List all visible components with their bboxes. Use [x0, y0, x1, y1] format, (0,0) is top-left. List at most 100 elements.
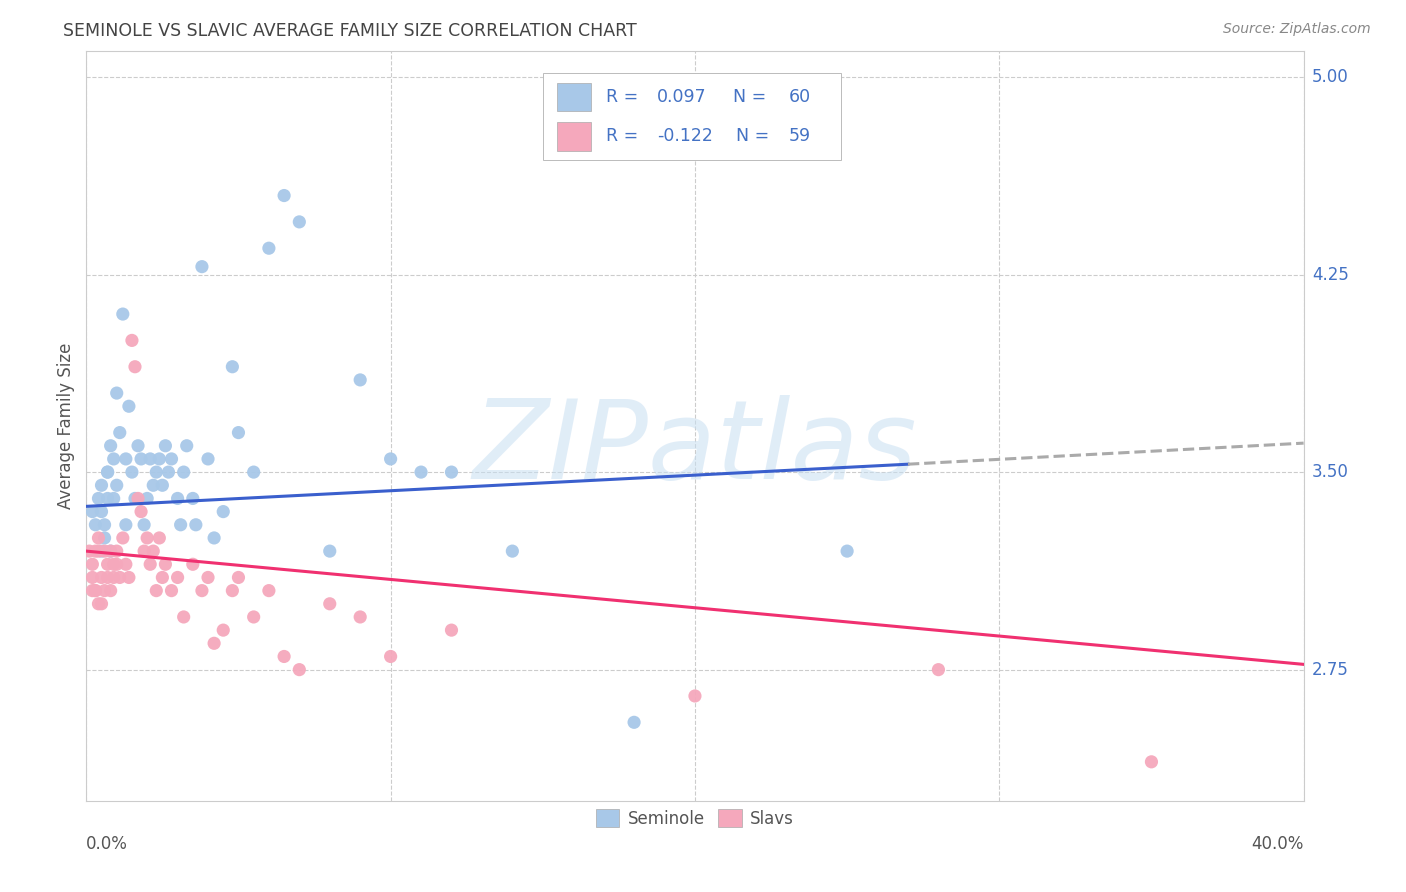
Point: [221, 359, 243, 374]
Point: [132, 544, 155, 558]
Point: [97, 491, 120, 506]
Text: ZIPatlas: ZIPatlas: [472, 395, 917, 502]
Point: [191, 583, 214, 598]
Point: [181, 558, 204, 572]
Point: [93, 544, 115, 558]
Point: [166, 570, 188, 584]
Point: [1140, 755, 1163, 769]
Point: [349, 610, 371, 624]
Point: [173, 465, 195, 479]
Point: [288, 663, 311, 677]
Point: [257, 241, 280, 255]
Bar: [557, 83, 592, 112]
Text: 4.25: 4.25: [1312, 266, 1348, 284]
Point: [100, 544, 122, 558]
Point: [82, 505, 104, 519]
Point: [87, 531, 110, 545]
Point: [145, 465, 167, 479]
Point: [228, 570, 250, 584]
Point: [103, 451, 125, 466]
Point: [93, 531, 115, 545]
Point: [105, 386, 128, 401]
Point: [155, 558, 177, 572]
Point: [142, 544, 165, 558]
Text: -0.122: -0.122: [657, 128, 713, 145]
Legend: Seminole, Slavs: Seminole, Slavs: [589, 802, 800, 834]
Point: [127, 491, 149, 506]
Point: [132, 517, 155, 532]
Text: 0.097: 0.097: [657, 87, 707, 105]
Point: [100, 544, 122, 558]
Point: [242, 610, 264, 624]
Point: [155, 439, 177, 453]
Point: [150, 570, 173, 584]
Point: [97, 570, 120, 584]
Point: [166, 491, 188, 506]
Point: [191, 260, 214, 274]
Point: [103, 491, 125, 506]
Point: [202, 636, 225, 650]
Point: [212, 505, 235, 519]
Point: [90, 544, 112, 558]
Point: [103, 558, 125, 572]
Point: [90, 597, 112, 611]
Point: [105, 478, 128, 492]
Point: [100, 439, 122, 453]
Text: R =: R =: [606, 87, 644, 105]
Text: N =: N =: [721, 87, 772, 105]
Point: [118, 399, 141, 413]
Point: [108, 570, 131, 584]
Point: [221, 583, 243, 598]
Point: [97, 558, 120, 572]
Point: [87, 491, 110, 506]
Point: [115, 517, 138, 532]
Point: [160, 451, 183, 466]
Point: [228, 425, 250, 440]
Point: [157, 465, 180, 479]
Point: [124, 491, 146, 506]
Point: [288, 215, 311, 229]
Point: [105, 558, 128, 572]
Point: [100, 583, 122, 598]
Point: [139, 451, 162, 466]
Text: SEMINOLE VS SLAVIC AVERAGE FAMILY SIZE CORRELATION CHART: SEMINOLE VS SLAVIC AVERAGE FAMILY SIZE C…: [63, 22, 637, 40]
Point: [136, 531, 159, 545]
Point: [142, 478, 165, 492]
Point: [97, 465, 120, 479]
Point: [623, 715, 645, 730]
Point: [440, 465, 463, 479]
Point: [380, 451, 402, 466]
Point: [136, 491, 159, 506]
Point: [90, 570, 112, 584]
Point: [129, 505, 152, 519]
Point: [184, 517, 207, 532]
Text: 0.0%: 0.0%: [86, 835, 128, 853]
Point: [173, 610, 195, 624]
Text: 59: 59: [789, 128, 811, 145]
Point: [79, 544, 101, 558]
Point: [97, 465, 120, 479]
Point: [124, 359, 146, 374]
Point: [197, 570, 219, 584]
Point: [103, 570, 125, 584]
Text: R =: R =: [606, 128, 644, 145]
Point: [87, 597, 110, 611]
Point: [176, 439, 198, 453]
Point: [837, 544, 859, 558]
Point: [202, 531, 225, 545]
Point: [90, 505, 112, 519]
Point: [257, 583, 280, 598]
Point: [115, 451, 138, 466]
Point: [105, 544, 128, 558]
Point: [82, 583, 104, 598]
Point: [127, 439, 149, 453]
Point: [927, 663, 949, 677]
Point: [273, 188, 295, 202]
Point: [82, 570, 104, 584]
Point: [319, 544, 342, 558]
Point: [121, 334, 143, 348]
Text: 5.00: 5.00: [1312, 68, 1348, 86]
Point: [409, 465, 432, 479]
Text: 2.75: 2.75: [1312, 661, 1348, 679]
Point: [84, 517, 107, 532]
